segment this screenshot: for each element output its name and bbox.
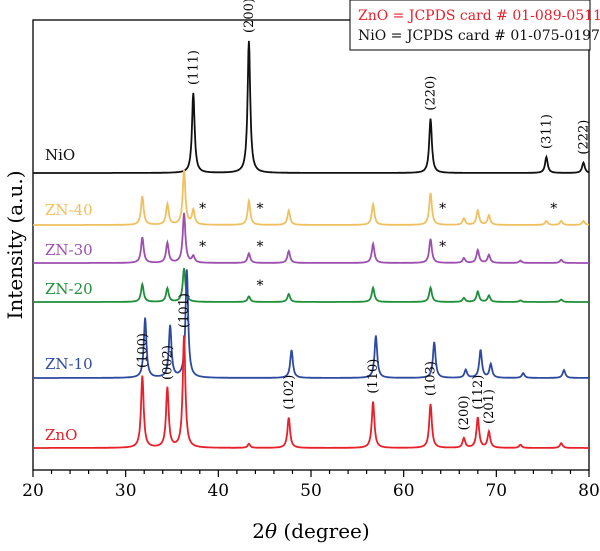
- nio-star-marker-zn-30: *: [439, 239, 446, 255]
- series-line-zn-10: [33, 269, 589, 379]
- x-tick-label-20: 20: [22, 481, 44, 501]
- series-label-zn-30: ZN-30: [45, 241, 93, 259]
- series-line-zn-40: [33, 169, 590, 226]
- peak-label-zno-002: (002): [160, 345, 175, 380]
- x-axis-label-theta: θ: [265, 519, 277, 543]
- peak-label-nio-220: (220): [424, 76, 439, 111]
- peak-label-zno-103: (103): [424, 361, 439, 396]
- nio-star-marker-zn-40: *: [439, 201, 446, 217]
- peak-label-nio-222: (222): [576, 120, 591, 155]
- x-tick-label-70: 70: [485, 481, 507, 501]
- peak-label-zno-201: (201): [482, 389, 497, 424]
- nio-star-marker-zn-40: *: [199, 201, 206, 217]
- series-label-nio: NiO: [45, 146, 75, 164]
- peak-label-nio-111: (111): [186, 50, 201, 85]
- x-tick-label-60: 60: [393, 481, 415, 501]
- series-line-zn-20: [33, 268, 589, 303]
- x-tick-label-80: 80: [578, 481, 600, 501]
- legend-frame: [349, 0, 591, 51]
- series-label-zn-20: ZN-20: [45, 280, 93, 298]
- nio-star-marker-zn-20: *: [257, 278, 264, 294]
- y-axis-label: Intensity (a.u.): [3, 170, 27, 319]
- peak-label-zno-110: (110): [366, 359, 381, 394]
- x-axis-label-suffix: (degree): [277, 519, 370, 543]
- x-axis-label: 2θ (degree): [252, 519, 369, 543]
- peak-label-nio-200: (200): [242, 0, 257, 33]
- nio-star-marker-zn-30: *: [199, 239, 206, 255]
- series-line-nio: [33, 40, 590, 174]
- peak-label-zno-200: (200): [457, 395, 472, 430]
- legend-box: ZnO = JCPDS card # 01-089-0511 NiO = JCP…: [349, 0, 600, 51]
- series-line-zno: [33, 335, 589, 449]
- nio-star-marker-zn-40: *: [550, 201, 557, 217]
- x-tick-label-30: 30: [115, 481, 137, 501]
- peak-label-nio-311: (311): [539, 114, 554, 149]
- legend-nio-card: NiO = JCPDS card # 01-075-0197: [358, 28, 600, 44]
- peak-label-zno-102: (102): [282, 375, 297, 410]
- nio-star-marker-zn-40: *: [257, 201, 264, 217]
- series-line-zn-30: [33, 212, 589, 264]
- x-tick-label-40: 40: [207, 481, 229, 501]
- nio-star-marker-zn-30: *: [257, 239, 264, 255]
- peak-label-zno-100: (100): [135, 333, 150, 368]
- legend-zno-card: ZnO = JCPDS card # 01-089-0511: [358, 8, 600, 24]
- peak-label-zno-101: (101): [177, 293, 192, 328]
- x-axis-label-prefix: 2: [252, 519, 265, 543]
- plot-frame: [32, 19, 590, 471]
- series-label-zno: ZnO: [45, 426, 77, 444]
- series-label-zn-10: ZN-10: [45, 355, 93, 373]
- x-tick-label-50: 50: [300, 481, 322, 501]
- peak-label-zno-112: (112): [471, 375, 486, 410]
- series-label-zn-40: ZN-40: [45, 201, 93, 219]
